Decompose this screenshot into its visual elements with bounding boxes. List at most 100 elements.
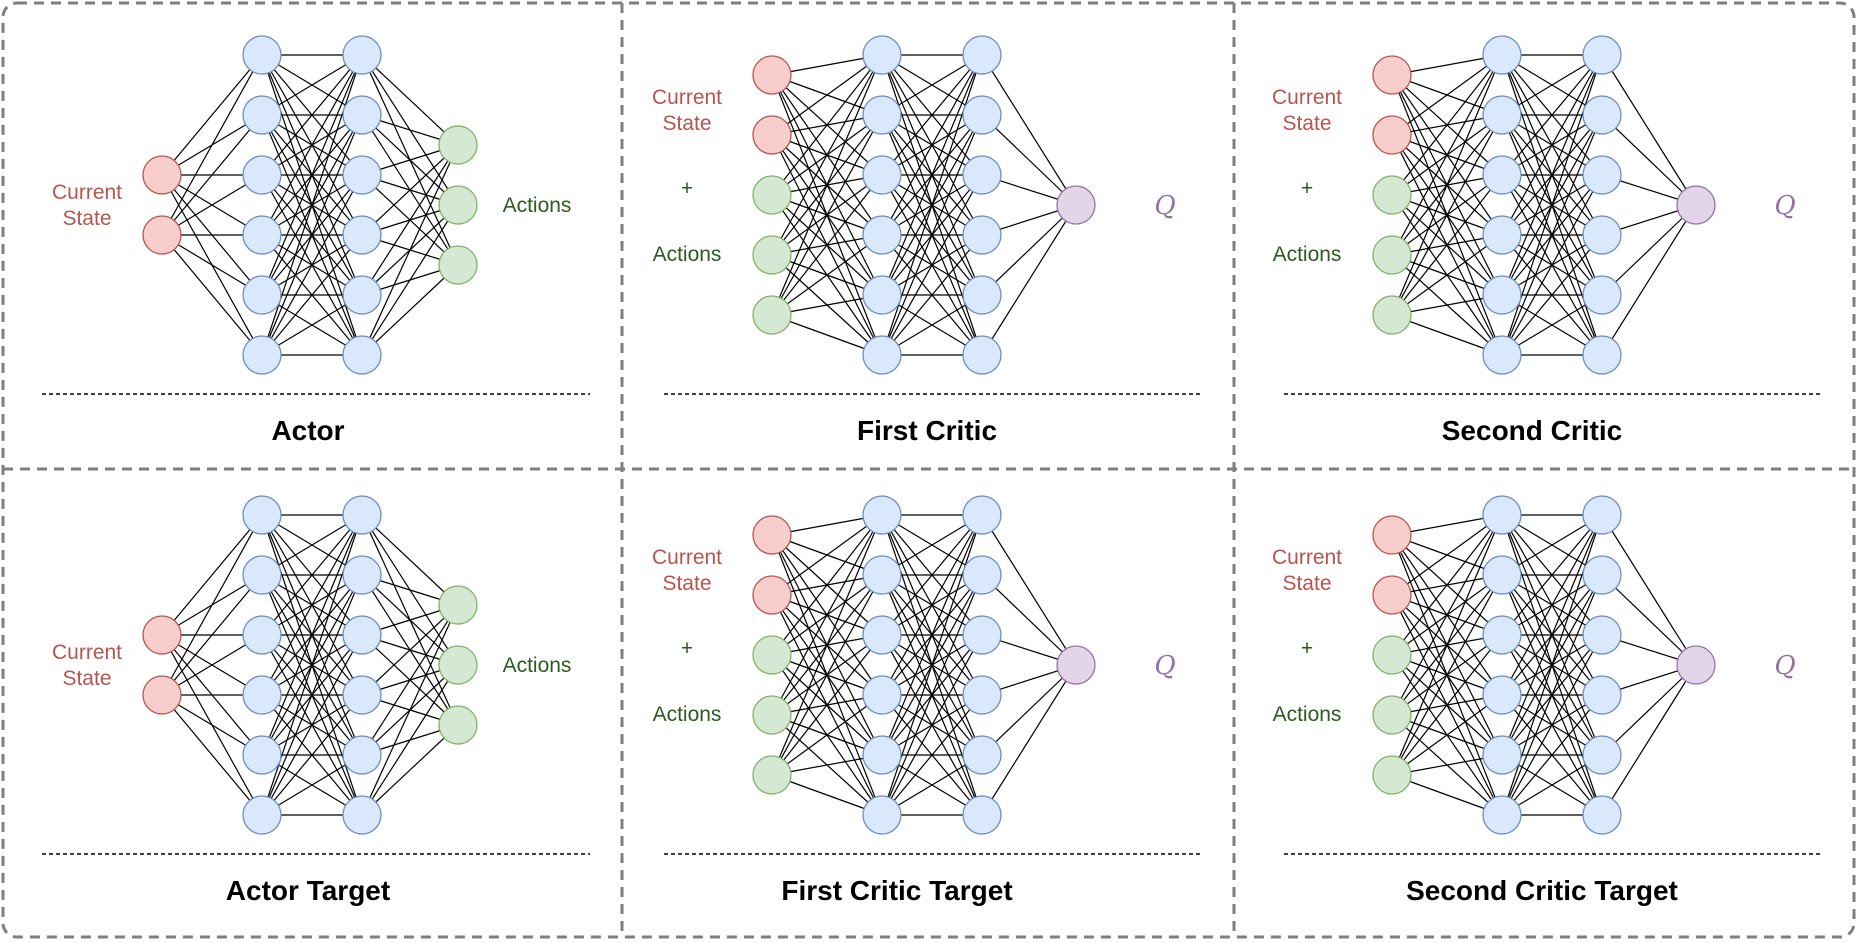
connection bbox=[261, 54, 363, 176]
connection bbox=[1501, 514, 1603, 756]
hidden-neuron bbox=[342, 95, 382, 135]
connection bbox=[161, 54, 263, 176]
action-neuron bbox=[1372, 635, 1412, 675]
connection bbox=[771, 514, 883, 656]
hidden-neuron bbox=[962, 495, 1002, 535]
state-label-line2: State bbox=[62, 207, 111, 230]
connection bbox=[981, 514, 1077, 666]
state-label-line1: Current bbox=[652, 546, 722, 569]
panel-second-critic-target bbox=[1372, 495, 1716, 835]
connection bbox=[1391, 574, 1503, 776]
state-neuron bbox=[752, 55, 792, 95]
hidden-neuron bbox=[1482, 215, 1522, 255]
connection bbox=[161, 114, 263, 236]
connection bbox=[1501, 574, 1603, 816]
action-neuron bbox=[438, 125, 478, 165]
hidden-neuron bbox=[242, 35, 282, 75]
connection bbox=[1601, 574, 1697, 666]
state-neuron bbox=[142, 215, 182, 255]
plus-label: + bbox=[681, 177, 693, 200]
panel-title: Actor Target bbox=[226, 875, 390, 906]
state-neuron bbox=[142, 615, 182, 655]
q-value-label: Q bbox=[1154, 651, 1175, 681]
actions-label: Actions bbox=[1273, 703, 1342, 726]
hidden-neuron bbox=[342, 215, 382, 255]
connection bbox=[981, 54, 1077, 206]
state-neuron bbox=[1372, 575, 1412, 615]
connection bbox=[771, 694, 883, 776]
neurons-layer bbox=[142, 35, 1716, 835]
hidden-neuron bbox=[1482, 275, 1522, 315]
panel-labels-5: Current State + Actions Q Second Critic Targe… bbox=[1272, 546, 1820, 906]
state-label-line2: State bbox=[662, 112, 711, 135]
panel-labels-1: Current State + Actions Q First Critic bbox=[652, 86, 1200, 446]
q-neuron bbox=[1056, 645, 1096, 685]
connection bbox=[771, 574, 883, 776]
hidden-neuron bbox=[1482, 675, 1522, 715]
state-neuron bbox=[142, 675, 182, 715]
panel-title: Second Critic bbox=[1442, 415, 1622, 446]
hidden-neuron bbox=[1482, 795, 1522, 835]
state-label-line2: State bbox=[1282, 112, 1331, 135]
action-neuron bbox=[438, 705, 478, 745]
connection bbox=[771, 514, 883, 716]
connection bbox=[361, 144, 459, 356]
panel-labels-4: Current State + Actions Q First Critic Target bbox=[652, 546, 1200, 906]
action-neuron bbox=[1372, 295, 1412, 335]
panel-labels-0: Current State Actions Actor bbox=[42, 181, 590, 446]
hidden-neuron bbox=[242, 555, 282, 595]
hidden-neuron bbox=[342, 615, 382, 655]
connection bbox=[361, 264, 459, 356]
connection bbox=[771, 174, 883, 316]
connection bbox=[1391, 514, 1503, 776]
connection bbox=[1391, 234, 1503, 316]
connection bbox=[771, 54, 883, 136]
connection bbox=[1391, 634, 1503, 776]
hidden-neuron bbox=[962, 275, 1002, 315]
panel-title: First Critic bbox=[857, 415, 997, 446]
connection bbox=[881, 634, 983, 816]
connection bbox=[261, 514, 363, 756]
connection bbox=[161, 234, 263, 356]
connection bbox=[881, 114, 983, 356]
actions-label: Actions bbox=[503, 194, 572, 217]
hidden-neuron bbox=[862, 35, 902, 75]
hidden-neuron bbox=[1482, 555, 1522, 595]
connection bbox=[771, 54, 883, 316]
connection bbox=[981, 664, 1077, 756]
state-label-line2: State bbox=[662, 572, 711, 595]
hidden-neuron bbox=[862, 335, 902, 375]
hidden-neuron bbox=[242, 675, 282, 715]
hidden-neuron bbox=[342, 675, 382, 715]
panel-labels-3: Current State Actions Actor Target bbox=[42, 641, 590, 906]
state-label-line1: Current bbox=[52, 641, 122, 664]
connection bbox=[261, 634, 363, 816]
connection bbox=[1501, 514, 1603, 696]
action-neuron bbox=[752, 755, 792, 795]
hidden-neuron bbox=[1582, 35, 1622, 75]
actions-label: Actions bbox=[503, 654, 572, 677]
connection bbox=[1601, 664, 1697, 816]
hidden-neuron bbox=[862, 735, 902, 775]
panel-title: Second Critic Target bbox=[1406, 875, 1678, 906]
hidden-neuron bbox=[1482, 735, 1522, 775]
connection bbox=[1601, 204, 1697, 296]
hidden-neuron bbox=[862, 155, 902, 195]
hidden-neuron bbox=[962, 155, 1002, 195]
connection bbox=[981, 204, 1077, 296]
connection bbox=[1391, 174, 1503, 316]
plus-label: + bbox=[681, 637, 693, 660]
connection bbox=[261, 694, 363, 816]
connection bbox=[361, 604, 459, 756]
panel-first-critic-target bbox=[752, 495, 1096, 835]
connection bbox=[1391, 514, 1503, 596]
connection bbox=[981, 664, 1077, 816]
connection bbox=[361, 144, 459, 236]
connection bbox=[261, 234, 363, 356]
plus-label: + bbox=[1301, 637, 1313, 660]
connection bbox=[771, 54, 883, 256]
connection bbox=[881, 54, 983, 236]
action-neuron bbox=[438, 585, 478, 625]
panel-second-critic bbox=[1372, 35, 1716, 375]
connection bbox=[881, 174, 983, 356]
